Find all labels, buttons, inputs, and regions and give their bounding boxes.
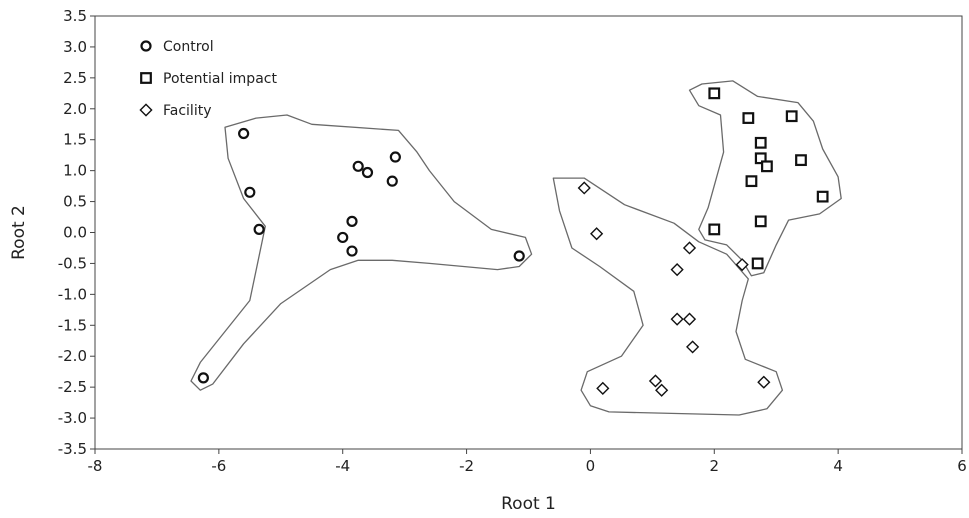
y-tick-label: 1.5 <box>63 131 87 149</box>
x-tick-label: 4 <box>833 457 843 475</box>
legend-facility-label: Facility <box>163 103 212 119</box>
y-tick-label: 0.0 <box>63 224 87 242</box>
potential-impact-point <box>754 215 767 228</box>
legend-control-label: Control <box>163 39 214 55</box>
legend-potential-impact-label: Potential impact <box>163 71 277 87</box>
potential-impact-point <box>761 160 773 173</box>
potential-impact-point <box>742 112 755 124</box>
legend-potential-impact-marker <box>140 72 152 84</box>
y-tick-label: -0.5 <box>58 254 87 272</box>
y-tick-label: 3.5 <box>63 7 87 25</box>
control-point <box>244 186 256 198</box>
x-axis-title: Root 1 <box>501 494 556 514</box>
y-tick-label: -2.0 <box>58 347 87 365</box>
potential-impact-point <box>754 152 767 165</box>
y-tick-label: 0.5 <box>63 193 87 211</box>
y-tick-label: -3.5 <box>58 440 87 458</box>
control-point <box>346 245 358 257</box>
y-tick-label: -3.0 <box>58 409 87 427</box>
x-tick-label: -2 <box>459 457 474 475</box>
y-tick-label: -1.0 <box>58 285 87 303</box>
y-tick-label: 2.5 <box>63 69 87 87</box>
control-point <box>389 151 401 163</box>
legend-control-marker <box>140 40 152 52</box>
control-point <box>361 166 374 179</box>
x-tick-label: -4 <box>335 457 350 475</box>
potential-impact-point <box>745 175 758 188</box>
x-tick-label: 2 <box>710 457 720 475</box>
potential-impact-point <box>816 190 829 203</box>
group-boundaries <box>190 80 842 416</box>
legend: Control Potential impact Facility <box>139 39 277 119</box>
y-tick-label: 1.0 <box>63 162 87 180</box>
x-tick-label: 0 <box>586 457 596 475</box>
data-points <box>197 87 829 397</box>
control-point <box>253 223 265 236</box>
control-point <box>346 215 358 227</box>
y-axis: 3.5 3.0 2.5 2.0 1.5 1.0 0.5 0.0 -0.5 -1.0 -1.5 -2.0… <box>58 7 95 458</box>
x-tick-label: -8 <box>88 457 103 475</box>
control-point <box>337 231 349 244</box>
facility-point <box>596 381 610 395</box>
y-tick-label: 3.0 <box>63 38 87 56</box>
potential-impact-boundary <box>688 80 842 277</box>
facility-point <box>577 181 591 195</box>
facility-point <box>686 340 700 354</box>
potential-impact-point <box>795 154 807 167</box>
control-boundary <box>190 114 533 391</box>
facility-point <box>735 258 749 272</box>
potential-impact-point <box>708 223 721 236</box>
facility-point <box>590 227 604 241</box>
potential-impact-point <box>708 87 721 100</box>
facility-point <box>682 312 697 326</box>
facility-point <box>682 241 697 255</box>
potential-impact-point <box>751 257 764 270</box>
control-point <box>238 127 250 140</box>
control-point <box>386 175 398 187</box>
control-point <box>197 372 209 384</box>
facility-point <box>670 312 684 326</box>
y-tick-label: -2.5 <box>58 378 87 396</box>
x-axis: -8 -6 -4 -2 0 2 4 6 <box>88 449 967 475</box>
control-point <box>513 250 525 262</box>
y-axis-title: Root 2 <box>9 205 29 260</box>
y-tick-label: -1.5 <box>58 316 87 334</box>
control-point <box>352 160 364 172</box>
potential-impact-point <box>754 136 767 149</box>
facility-point <box>655 383 669 397</box>
y-tick-label: 2.0 <box>63 100 87 118</box>
facility-point <box>757 375 771 389</box>
legend-facility-marker <box>139 103 153 117</box>
potential-impact-point <box>785 110 798 123</box>
facility-boundary <box>552 177 784 416</box>
x-tick-label: 6 <box>957 457 967 475</box>
x-tick-label: -6 <box>211 457 226 475</box>
facility-point <box>648 374 663 388</box>
facility-point <box>670 263 684 277</box>
